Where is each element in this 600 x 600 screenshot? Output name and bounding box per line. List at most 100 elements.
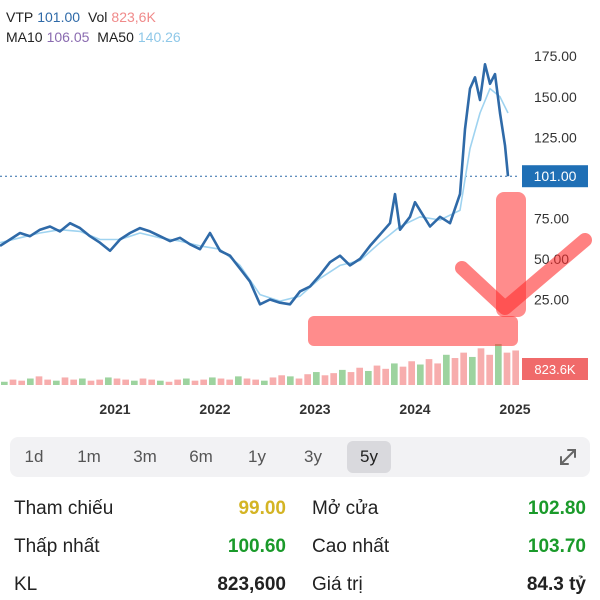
volume-bar <box>469 356 476 385</box>
volume-bar <box>373 365 381 385</box>
volume-bar <box>157 380 164 385</box>
volume-bar <box>399 366 407 385</box>
volume-bar <box>70 379 77 385</box>
volume-bar <box>443 354 450 385</box>
annotation-check-stroke-1 <box>496 192 526 317</box>
high-value: 103.70 <box>527 536 586 557</box>
symbol-label: VTP <box>6 9 34 25</box>
range-tab-1m[interactable]: 1m <box>77 447 101 466</box>
value-label: Giá trị <box>312 574 363 595</box>
price-chart-svg: 823.6K175.00150.00125.00100.0075.0050.00… <box>0 48 592 417</box>
high-label: Cao nhất <box>312 536 390 557</box>
volume-bar <box>79 378 86 385</box>
volume-bar <box>356 367 363 385</box>
stat-reference: Tham chiếu 99.00 <box>14 494 286 524</box>
volume-bar <box>304 374 311 385</box>
y-tick-label: 150.00 <box>534 89 577 105</box>
volume-bar <box>451 358 459 385</box>
range-tab-1y[interactable]: 1y <box>248 447 266 466</box>
volume-bar <box>261 380 268 385</box>
low-value: 100.60 <box>227 536 286 557</box>
reference-label: Tham chiếu <box>14 498 114 519</box>
annotation-check-mark <box>455 233 592 315</box>
range-selector: 1d 1m 3m 6m 1y 3y 5y <box>10 437 590 477</box>
volume-bar <box>131 380 138 385</box>
volume-bar <box>495 344 502 385</box>
range-tab-1d[interactable]: 1d <box>24 447 44 466</box>
stat-open: Mở cửa 102.80 <box>312 494 586 524</box>
volume-bar <box>382 368 389 385</box>
reference-value: 99.00 <box>238 498 286 519</box>
chart-legend-row-2: MA10 106.05 MA50 140.26 <box>6 28 185 46</box>
volume-bar <box>122 379 129 385</box>
volume-bar <box>139 378 147 385</box>
expand-diagonal-icon[interactable] <box>554 443 582 471</box>
volume-bar <box>425 359 433 385</box>
volume-bar <box>287 376 294 385</box>
stat-volume: KL 823,600 <box>14 570 286 600</box>
range-tab-5y[interactable]: 5y <box>347 441 391 473</box>
volume-bar <box>200 379 207 385</box>
price-badge-label: 101.00 <box>534 168 577 184</box>
volume-bar <box>18 380 25 385</box>
x-tick-label: 2023 <box>299 401 330 417</box>
volume-bar <box>365 370 372 385</box>
chart-legend-row-1: VTP 101.00 Vol 823,6K <box>6 8 160 26</box>
range-tab-3m[interactable]: 3m <box>133 447 157 466</box>
volume-value: 823,600 <box>217 574 286 595</box>
volume-bar <box>113 378 121 385</box>
volume-bar <box>191 380 199 385</box>
range-tab-6m[interactable]: 6m <box>189 447 213 466</box>
x-tick-label: 2024 <box>399 401 430 417</box>
volume-bar <box>391 363 398 385</box>
low-label: Thấp nhất <box>14 536 100 557</box>
x-tick-label: 2025 <box>499 401 530 417</box>
volume-bar <box>96 379 103 385</box>
stat-value: Giá trị 84.3 tỷ <box>312 570 586 600</box>
volume-bar <box>148 379 155 385</box>
volume-bar <box>226 379 233 385</box>
x-tick-label: 2021 <box>99 401 130 417</box>
volume-bar <box>321 375 329 385</box>
y-tick-label: 75.00 <box>534 210 569 226</box>
volume-label: KL <box>14 574 38 595</box>
volume-bar <box>165 381 173 385</box>
ma50-value: 140.26 <box>137 29 181 45</box>
volume-bar <box>252 379 259 385</box>
series-line-vtp <box>0 63 510 306</box>
volume-bar <box>35 376 43 385</box>
volume-bar <box>61 377 69 385</box>
volume-bar <box>278 375 285 385</box>
vol-label: Vol <box>87 9 108 25</box>
series-line-ma50 <box>0 87 509 302</box>
price-value: 101.00 <box>37 9 81 25</box>
volume-bar <box>44 379 51 385</box>
annotation-highlight <box>308 316 518 346</box>
volume-bar <box>503 352 511 385</box>
volume-bar <box>417 364 424 385</box>
volume-bar <box>295 378 303 385</box>
ma50-label: MA50 <box>97 29 134 45</box>
volume-bar <box>477 348 485 385</box>
volume-badge <box>522 358 588 380</box>
price-badge <box>522 165 588 188</box>
volume-bar <box>217 378 225 385</box>
volume-bar <box>9 379 17 385</box>
vol-value: 823,6K <box>111 9 156 25</box>
price-chart[interactable]: 823.6K175.00150.00125.00100.0075.0050.00… <box>0 40 600 430</box>
volume-bar <box>1 381 8 385</box>
volume-bar <box>174 379 181 385</box>
volume-bar <box>27 378 34 385</box>
volume-bar <box>434 363 441 385</box>
y-tick-label: 25.00 <box>534 291 569 307</box>
volume-bar <box>512 350 519 385</box>
open-value: 102.80 <box>527 498 586 519</box>
volume-bar <box>269 377 277 385</box>
range-tab-3y[interactable]: 3y <box>304 447 322 466</box>
volume-bar <box>183 378 190 385</box>
volume-bar <box>330 373 337 385</box>
volume-bar <box>486 354 493 385</box>
volume-bar <box>313 372 320 385</box>
volume-bar <box>408 361 415 385</box>
ma10-label: MA10 <box>6 29 43 45</box>
